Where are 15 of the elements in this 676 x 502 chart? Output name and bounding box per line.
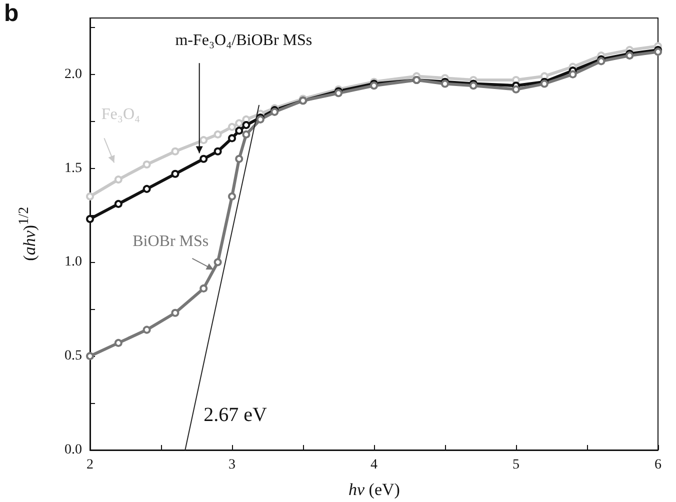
x-axis-title: hv (eV) xyxy=(348,480,400,500)
x-tick-label: 6 xyxy=(654,458,662,472)
annotation: 2.67 eV xyxy=(204,404,267,428)
text: m-Fe₃O₄/BiOBr MSs xyxy=(175,32,312,50)
y-tick-label: 1.0 xyxy=(64,254,82,270)
x-tick-label: 5 xyxy=(512,458,520,472)
x-tick-label: 2 xyxy=(86,458,94,472)
x-tick-label: 3 xyxy=(228,458,236,472)
series-label: BiOBr MSs xyxy=(132,233,209,252)
x-tick-label: 4 xyxy=(370,458,378,472)
y-tick-label: 2.0 xyxy=(64,66,82,82)
y-tick-label: 1.5 xyxy=(64,160,82,176)
y-tick-label: 0.5 xyxy=(64,348,82,364)
y-tick-label: 0.0 xyxy=(64,442,82,458)
text: b xyxy=(4,0,19,28)
